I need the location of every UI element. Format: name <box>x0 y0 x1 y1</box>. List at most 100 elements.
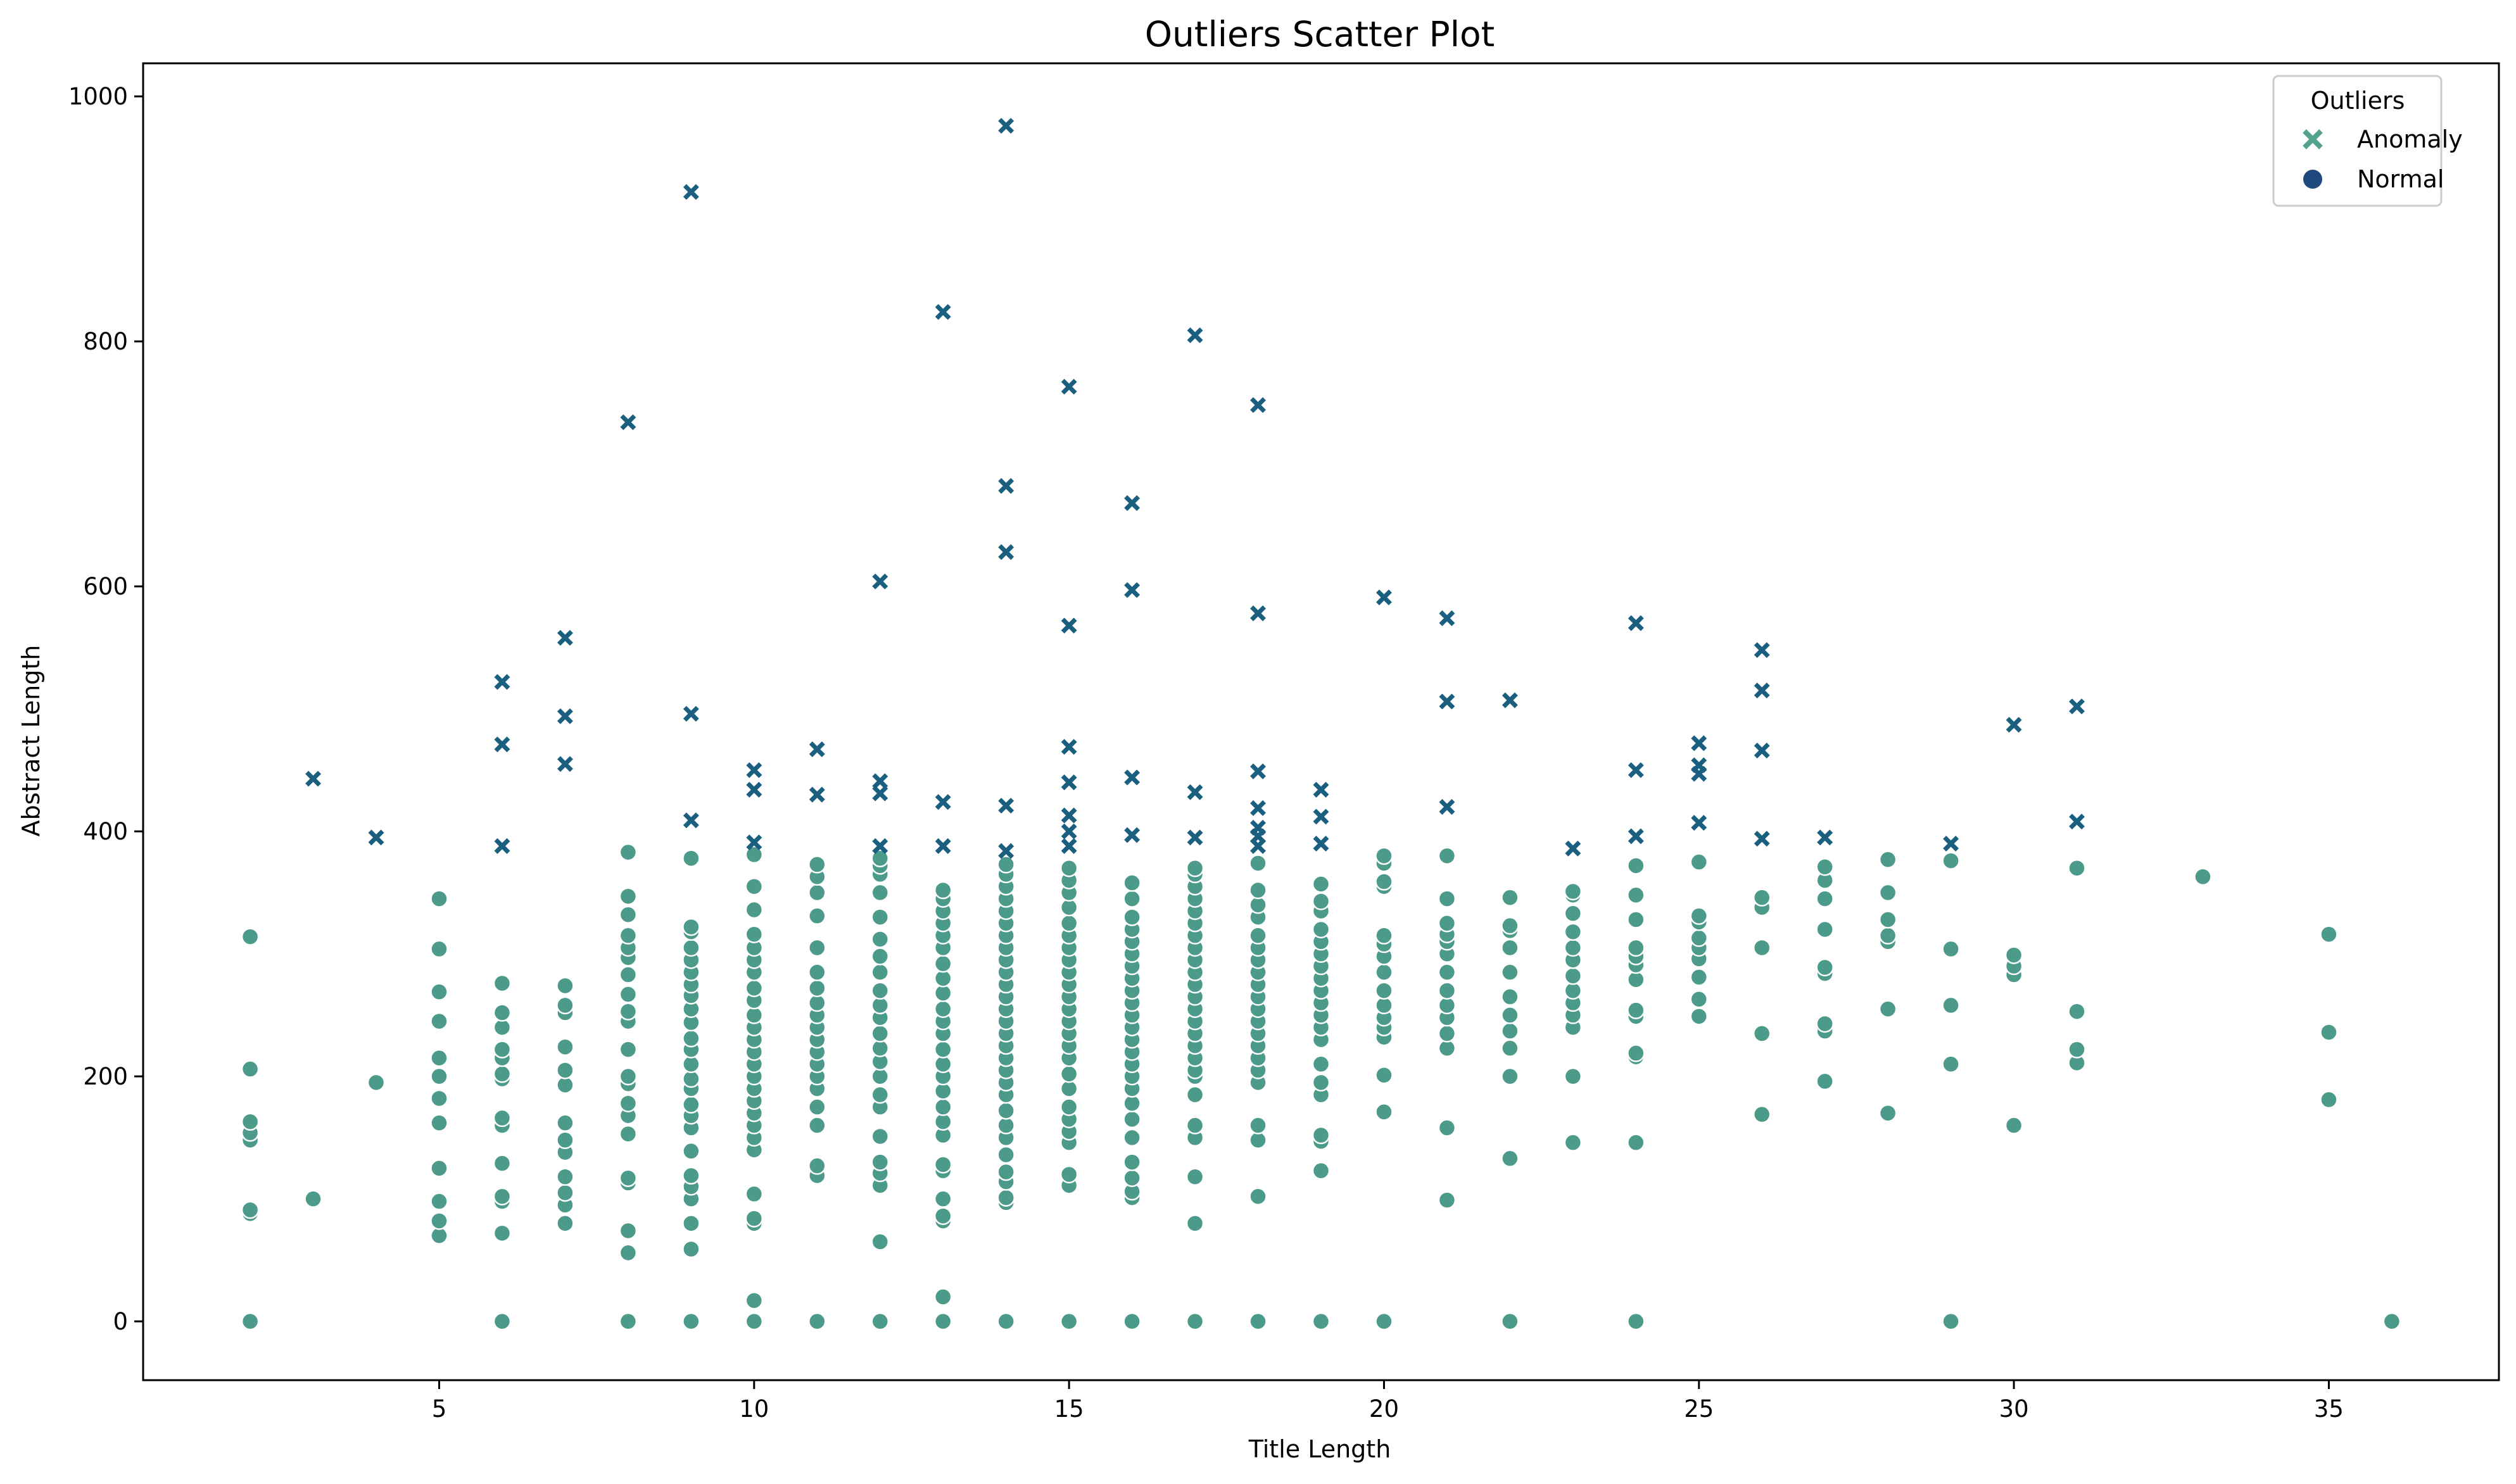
normal-point <box>1501 888 1519 907</box>
anomaly-point <box>557 708 573 724</box>
normal-point <box>2068 1002 2086 1021</box>
normal-point <box>1375 1066 1393 1085</box>
normal-point <box>493 1224 512 1243</box>
normal-point <box>997 1312 1015 1331</box>
normal-point <box>1627 886 1645 905</box>
normal-point <box>1753 888 1771 907</box>
normal-point <box>808 963 826 981</box>
normal-point <box>556 1038 574 1056</box>
normal-point <box>871 883 889 902</box>
normal-point <box>430 1089 448 1108</box>
normal-point <box>1312 1312 1331 1331</box>
normal-point <box>933 1000 952 1018</box>
anomaly-point <box>1375 589 1392 606</box>
normal-point <box>1501 1312 1519 1331</box>
normal-point <box>619 1169 638 1187</box>
legend-label-normal: Normal <box>2357 165 2444 193</box>
normal-point <box>1690 990 1709 1009</box>
normal-point <box>1501 938 1519 957</box>
normal-point <box>2068 858 2086 877</box>
normal-point <box>1249 854 1267 872</box>
normal-point <box>619 1002 638 1021</box>
anomaly-point <box>809 786 825 803</box>
normal-point <box>1690 1007 1709 1026</box>
normal-point <box>1942 940 1960 959</box>
normal-point <box>2068 1040 2086 1059</box>
normal-point <box>493 1109 512 1128</box>
chart-title: Outliers Scatter Plot <box>1145 14 1495 54</box>
normal-point <box>1375 872 1393 891</box>
normal-point <box>2004 946 2023 964</box>
x-tick-label: 10 <box>739 1395 769 1423</box>
normal-point <box>619 1312 638 1331</box>
normal-point <box>430 1114 448 1132</box>
normal-point <box>1816 920 1834 939</box>
normal-point <box>1123 1169 1141 1187</box>
normal-point <box>241 1060 260 1078</box>
normal-point <box>1627 910 1645 929</box>
normal-point <box>1123 1110 1141 1129</box>
y-tick-label: 1000 <box>68 83 128 110</box>
normal-point <box>1185 1214 1204 1233</box>
anomaly-point <box>1817 829 1833 846</box>
normal-point <box>1059 914 1078 933</box>
anomaly-point <box>1754 742 1770 758</box>
normal-point <box>1123 890 1141 908</box>
normal-point <box>1501 1149 1519 1168</box>
normal-point <box>933 1040 952 1059</box>
normal-point <box>871 981 889 1000</box>
normal-point <box>619 1040 638 1059</box>
y-tick-label: 200 <box>83 1063 128 1090</box>
normal-point <box>2004 1116 2023 1135</box>
normal-point <box>1123 908 1141 926</box>
normal-point <box>493 1312 512 1331</box>
normal-point <box>871 849 889 867</box>
normal-point <box>682 1141 700 1160</box>
normal-point <box>1501 988 1519 1006</box>
anomaly-point <box>935 838 951 854</box>
anomaly-point <box>1061 823 1077 839</box>
anomaly-point <box>1691 815 1707 831</box>
normal-point <box>556 976 574 995</box>
normal-point <box>1690 929 1709 947</box>
anomaly-point <box>368 829 384 846</box>
normal-point <box>871 1312 889 1331</box>
normal-point <box>556 1131 574 1150</box>
anomaly-point <box>305 770 322 787</box>
anomaly-point <box>557 756 573 772</box>
normal-point <box>1438 963 1457 981</box>
anomaly-point <box>1124 827 1141 843</box>
normal-point <box>1312 1055 1331 1074</box>
normal-point <box>2382 1312 2401 1331</box>
normal-point <box>1942 1055 1960 1074</box>
normal-point <box>1312 920 1331 939</box>
normal-point <box>682 849 700 867</box>
y-axis-label: Abstract Length <box>17 645 45 837</box>
normal-point <box>1878 910 1897 929</box>
normal-point <box>1690 907 1709 925</box>
normal-point <box>619 887 638 905</box>
anomaly-point <box>1250 800 1267 816</box>
normal-point <box>997 855 1015 874</box>
anomaly-point <box>1691 757 1707 774</box>
normal-point <box>682 1029 700 1048</box>
anomaly-point <box>998 544 1015 560</box>
anomaly-point <box>1754 831 1770 847</box>
anomaly-point <box>1124 769 1141 786</box>
x-tick-label: 5 <box>432 1395 447 1423</box>
normal-point <box>619 905 638 924</box>
normal-point <box>808 979 826 998</box>
data-points <box>241 118 2401 1331</box>
normal-point <box>1375 1103 1393 1121</box>
normal-point <box>1753 1105 1771 1124</box>
anomaly-point <box>872 785 888 802</box>
normal-point <box>1564 967 1583 985</box>
anomaly-point <box>1439 693 1455 710</box>
anomaly-point <box>1313 836 1329 852</box>
normal-point <box>1375 926 1393 945</box>
normal-point <box>933 1288 952 1306</box>
normal-point <box>619 1221 638 1240</box>
anomaly-point <box>998 478 1015 494</box>
